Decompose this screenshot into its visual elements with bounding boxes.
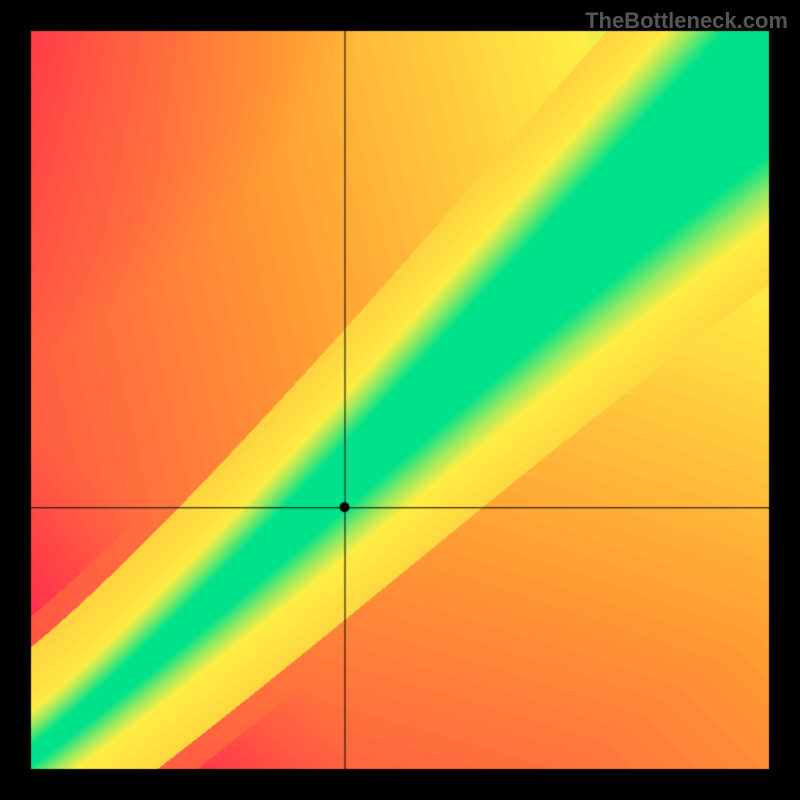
bottleneck-heatmap-chart: TheBottleneck.com [0,0,800,800]
heatmap-canvas [0,0,800,800]
watermark-text: TheBottleneck.com [585,8,788,34]
